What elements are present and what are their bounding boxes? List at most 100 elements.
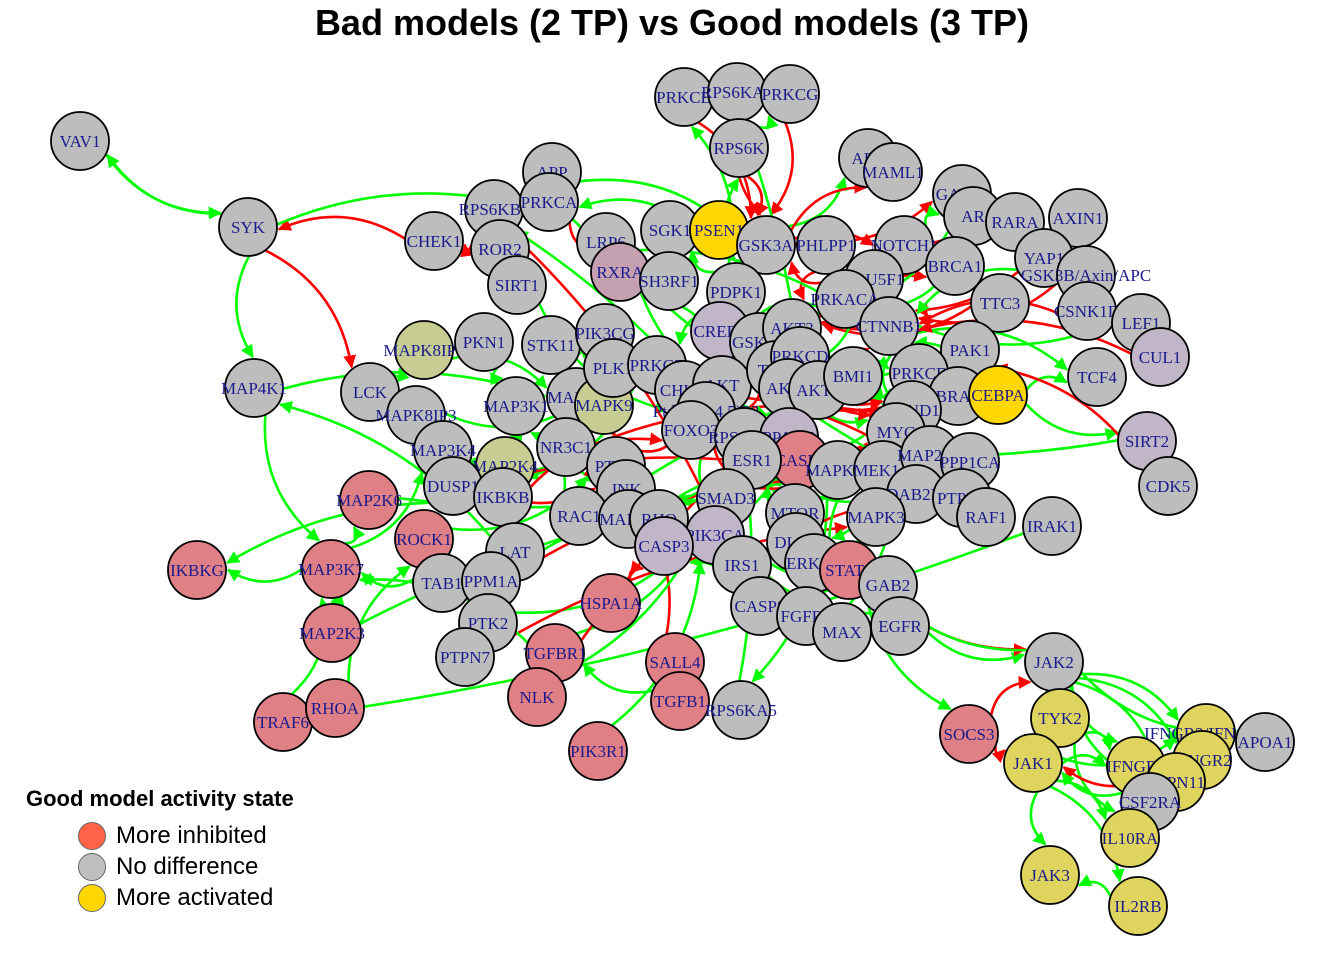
node-label: CSF2RA (1119, 793, 1182, 812)
node-prkca: PRKCA (519, 172, 579, 232)
node-map2k3: MAP2K3 (299, 603, 365, 663)
edge-jak2-to-ifngr2-ifngr1 (1080, 672, 1179, 721)
node-circle (939, 704, 999, 764)
node-circle (50, 111, 110, 171)
legend-swatch-inhibited (78, 821, 106, 850)
node-tcf4: TCF4 (1067, 347, 1127, 407)
node-cul1: CUL1 (1130, 327, 1190, 387)
node-label: MYC (877, 423, 916, 442)
node-label: TGFBR1 (523, 644, 586, 663)
node-label: NR3C1 (540, 438, 592, 457)
node-label: DUSP1 (427, 477, 479, 496)
node-label: RARA (991, 213, 1039, 232)
node-circle (1003, 733, 1063, 793)
node-circle (925, 236, 985, 296)
node-circle (634, 516, 694, 576)
node-label: CUL1 (1139, 348, 1182, 367)
node-label: GSK3A (739, 236, 795, 255)
node-label: MAP4K1 (221, 379, 287, 398)
node-label: MAP3K1 (483, 397, 549, 416)
node-circle (435, 627, 495, 687)
node-label: APOA1 (1238, 733, 1293, 752)
node-circle (486, 376, 546, 436)
node-circle (736, 215, 796, 275)
node-sgk1: SGK1 (640, 200, 700, 260)
node-label: GSK3B/Axin/APC (1021, 266, 1151, 285)
node-layer: VAV1SYKMAP4K1LCKCHEK1RPS6KB1APPPRKCAROR2… (50, 62, 1295, 936)
edge-rhoa-to-rock1 (347, 565, 411, 683)
edge-socs3-to-jak2 (989, 675, 1032, 716)
node-circle (1108, 876, 1168, 936)
node-circle (709, 118, 769, 178)
node-ttc3: TTC3 (970, 273, 1030, 333)
node-lck: LCK (340, 362, 400, 422)
node-maml1: MAML1 (862, 142, 924, 202)
node-label: NOTCH1 (870, 236, 937, 255)
legend-item-more-activated: More activated (78, 882, 294, 913)
node-label: PTPN7 (440, 648, 491, 667)
node-jak1: JAK1 (1003, 733, 1063, 793)
edge-map3k7-to-map2k6 (344, 526, 366, 545)
node-label: MAPK9 (575, 396, 633, 415)
node-circle (1100, 808, 1160, 868)
node-circle (1067, 347, 1127, 407)
edge-pdpk1-to-sgk1 (686, 249, 715, 274)
node-casp8: CASP8 (730, 576, 790, 636)
node-label: IKBKB (477, 488, 530, 507)
edge-cebpa-to-sirt2 (1024, 402, 1119, 441)
legend-label: More activated (116, 883, 274, 911)
node-circle (711, 680, 771, 740)
node-dusp1: DUSP1 (423, 456, 483, 516)
node-circle (581, 573, 641, 633)
node-circle (650, 671, 710, 731)
edge-cul1-to-ctnnb1 (918, 318, 1132, 355)
edge-gsk3a-to-apc (787, 176, 848, 228)
edge-vav1-to-syk (104, 153, 222, 220)
node-label: JAK1 (1013, 754, 1053, 773)
node-label: TCF4 (1077, 368, 1117, 387)
legend-swatch-activated (78, 883, 106, 912)
node-gsk3a: GSK3A (736, 215, 796, 275)
node-label: TTC3 (980, 294, 1021, 313)
node-label: IRS1 (725, 556, 760, 575)
node-psen1: PSEN1 (689, 200, 749, 260)
node-circle (218, 197, 278, 257)
node-circle (1138, 456, 1198, 516)
edge-hspa1a-to-casp3 (628, 560, 645, 583)
node-phlpp1: PHLPP1 (796, 215, 856, 275)
edge-jak1-to-jak3 (1029, 791, 1047, 846)
node-stk11: STK11 (521, 315, 581, 375)
node-pak1: PAK1 (940, 320, 1000, 380)
node-label: PRKCG (762, 85, 819, 104)
node-label: MAP3K4 (410, 441, 477, 460)
legend-swatch-neutral (78, 852, 106, 881)
edge-lat-to-map4k1 (278, 401, 492, 538)
node-label: MAPK8IP3 (375, 406, 456, 425)
node-rps6k: RPS6K (709, 118, 769, 178)
node-egfr: EGFR (870, 596, 930, 656)
node-label: CEBPA (971, 386, 1025, 405)
edge-rps6k-to-prkcg (758, 115, 779, 130)
edge-tgfb1-to-tgfbr1 (582, 663, 654, 694)
node-vav1: VAV1 (50, 111, 110, 171)
node-il10ra: IL10RA (1100, 808, 1160, 868)
edge-jak1-to-ifngr1 (1061, 752, 1106, 767)
node-label: SH3RF1 (639, 272, 699, 291)
node-label: IL10RA (1102, 829, 1159, 848)
node-label: PRKACA (811, 290, 881, 309)
node-casp3: CASP3 (634, 516, 694, 576)
node-label: IKBKG (170, 561, 224, 580)
node-label: DAB2IP (886, 485, 946, 504)
node-dab2ip: DAB2IP (886, 464, 946, 524)
node-label: CHEK1 (407, 232, 462, 251)
node-map3k7: MAP3K7 (298, 539, 365, 599)
node-circle (487, 255, 547, 315)
node-label: MAP3K7 (298, 560, 365, 579)
node-sirt1: SIRT1 (487, 255, 547, 315)
node-label: TGFB1 (654, 692, 706, 711)
node-circle (1030, 688, 1090, 748)
node-label: CSNK1D (1054, 302, 1120, 321)
node-rps6ka5: RPS6KA5 (705, 680, 777, 740)
node-label: RAC1 (557, 507, 600, 526)
legend-item-more-inhibited: More inhibited (78, 820, 294, 851)
